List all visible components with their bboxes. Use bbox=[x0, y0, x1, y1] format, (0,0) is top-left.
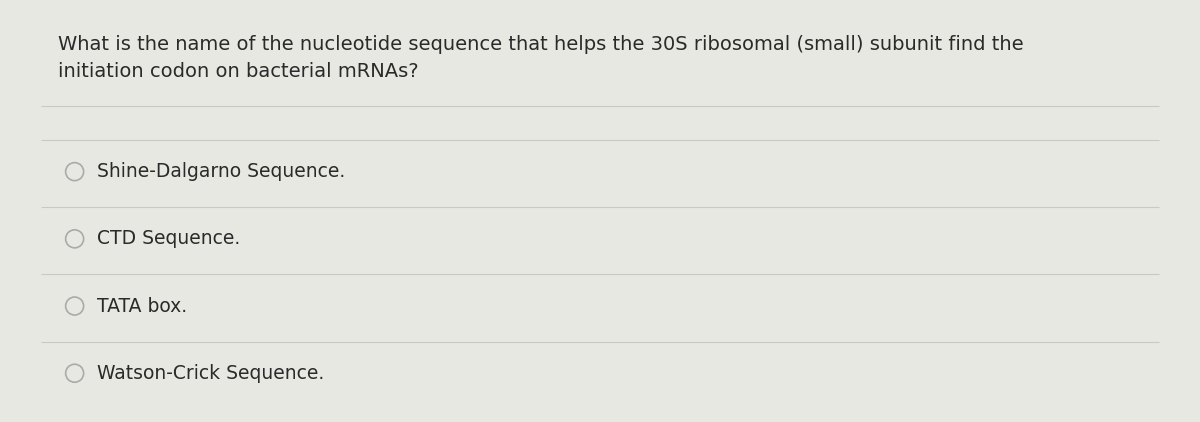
Text: Shine-Dalgarno Sequence.: Shine-Dalgarno Sequence. bbox=[97, 162, 346, 181]
Text: CTD Sequence.: CTD Sequence. bbox=[97, 229, 240, 248]
Text: initiation codon on bacterial mRNAs?: initiation codon on bacterial mRNAs? bbox=[59, 62, 419, 81]
Text: What is the name of the nucleotide sequence that helps the 30S ribosomal (small): What is the name of the nucleotide seque… bbox=[59, 35, 1024, 54]
Text: Watson-Crick Sequence.: Watson-Crick Sequence. bbox=[97, 364, 324, 383]
Text: TATA box.: TATA box. bbox=[97, 297, 187, 316]
